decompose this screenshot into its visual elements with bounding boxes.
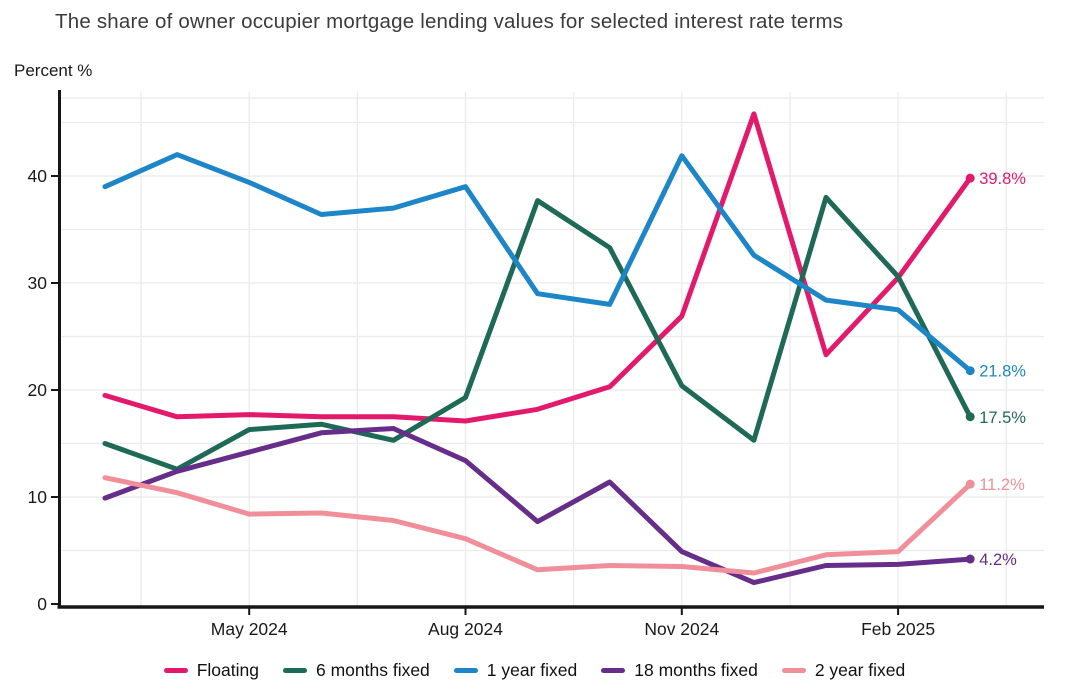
- series-end-dot-2-year-fixed: [965, 479, 975, 489]
- y-tick-label: 30: [28, 273, 48, 293]
- x-tick-label: Aug 2024: [428, 619, 503, 639]
- series-end-label-6-months-fixed: 17.5%: [979, 409, 1026, 427]
- legend-item-1-year-fixed: 1 year fixed: [453, 660, 578, 681]
- legend-swatch-icon: [601, 667, 626, 674]
- legend-swatch-icon: [453, 667, 478, 674]
- series-end-dot-6-months-fixed: [965, 412, 975, 422]
- x-tick-label: May 2024: [211, 619, 288, 639]
- series-end-dot-18-months-fixed: [965, 554, 975, 564]
- legend-item-6-months-fixed: 6 months fixed: [282, 660, 430, 681]
- y-tick-label: 10: [28, 487, 48, 507]
- series-line-18-months-fixed: [102, 426, 973, 586]
- legend-swatch-icon: [282, 667, 307, 674]
- series-end-dot-floating: [965, 173, 975, 183]
- chart-title: The share of owner occupier mortgage len…: [55, 10, 844, 33]
- legend-label: Floating: [196, 660, 259, 680]
- series-end-label-18-months-fixed: 4.2%: [979, 551, 1017, 569]
- series-line-floating: [102, 111, 973, 424]
- legend-item-floating: Floating: [163, 660, 259, 681]
- legend-item-18-months-fixed: 18 months fixed: [601, 660, 758, 681]
- series-end-dot-1-year-fixed: [965, 366, 975, 376]
- y-axis-title: Percent %: [14, 61, 93, 80]
- y-tick-label: 0: [37, 594, 47, 614]
- legend-label: 2 year fixed: [814, 660, 906, 680]
- legend-swatch-icon: [781, 667, 806, 674]
- legend-label: 18 months fixed: [634, 660, 758, 680]
- y-tick-label: 40: [28, 166, 48, 186]
- series-line-6-months-fixed: [102, 194, 973, 472]
- y-tick-label: 20: [28, 380, 48, 400]
- legend-item-2-year-fixed: 2 year fixed: [781, 660, 906, 681]
- x-tick-label: Feb 2025: [861, 619, 935, 639]
- series-end-label-floating: 39.8%: [979, 170, 1026, 188]
- legend-swatch-icon: [163, 667, 188, 674]
- series-end-label-2-year-fixed: 11.2%: [979, 476, 1025, 494]
- mortgage-terms-line-chart: 0 10 20 30 40 May 2024 Aug 2024 Nov 2024 Feb 202…: [28, 90, 1044, 639]
- legend-label: 6 months fixed: [315, 660, 430, 680]
- series-line-1-year-fixed: [102, 152, 973, 374]
- series-line-2-year-fixed: [102, 475, 973, 576]
- x-tick-label: Nov 2024: [644, 619, 719, 639]
- series-end-label-1-year-fixed: 21.8%: [979, 363, 1026, 381]
- chart-legend: Floating 6 months fixed 1 year fixed 18 mon…: [0, 660, 1069, 681]
- legend-label: 1 year fixed: [486, 660, 578, 680]
